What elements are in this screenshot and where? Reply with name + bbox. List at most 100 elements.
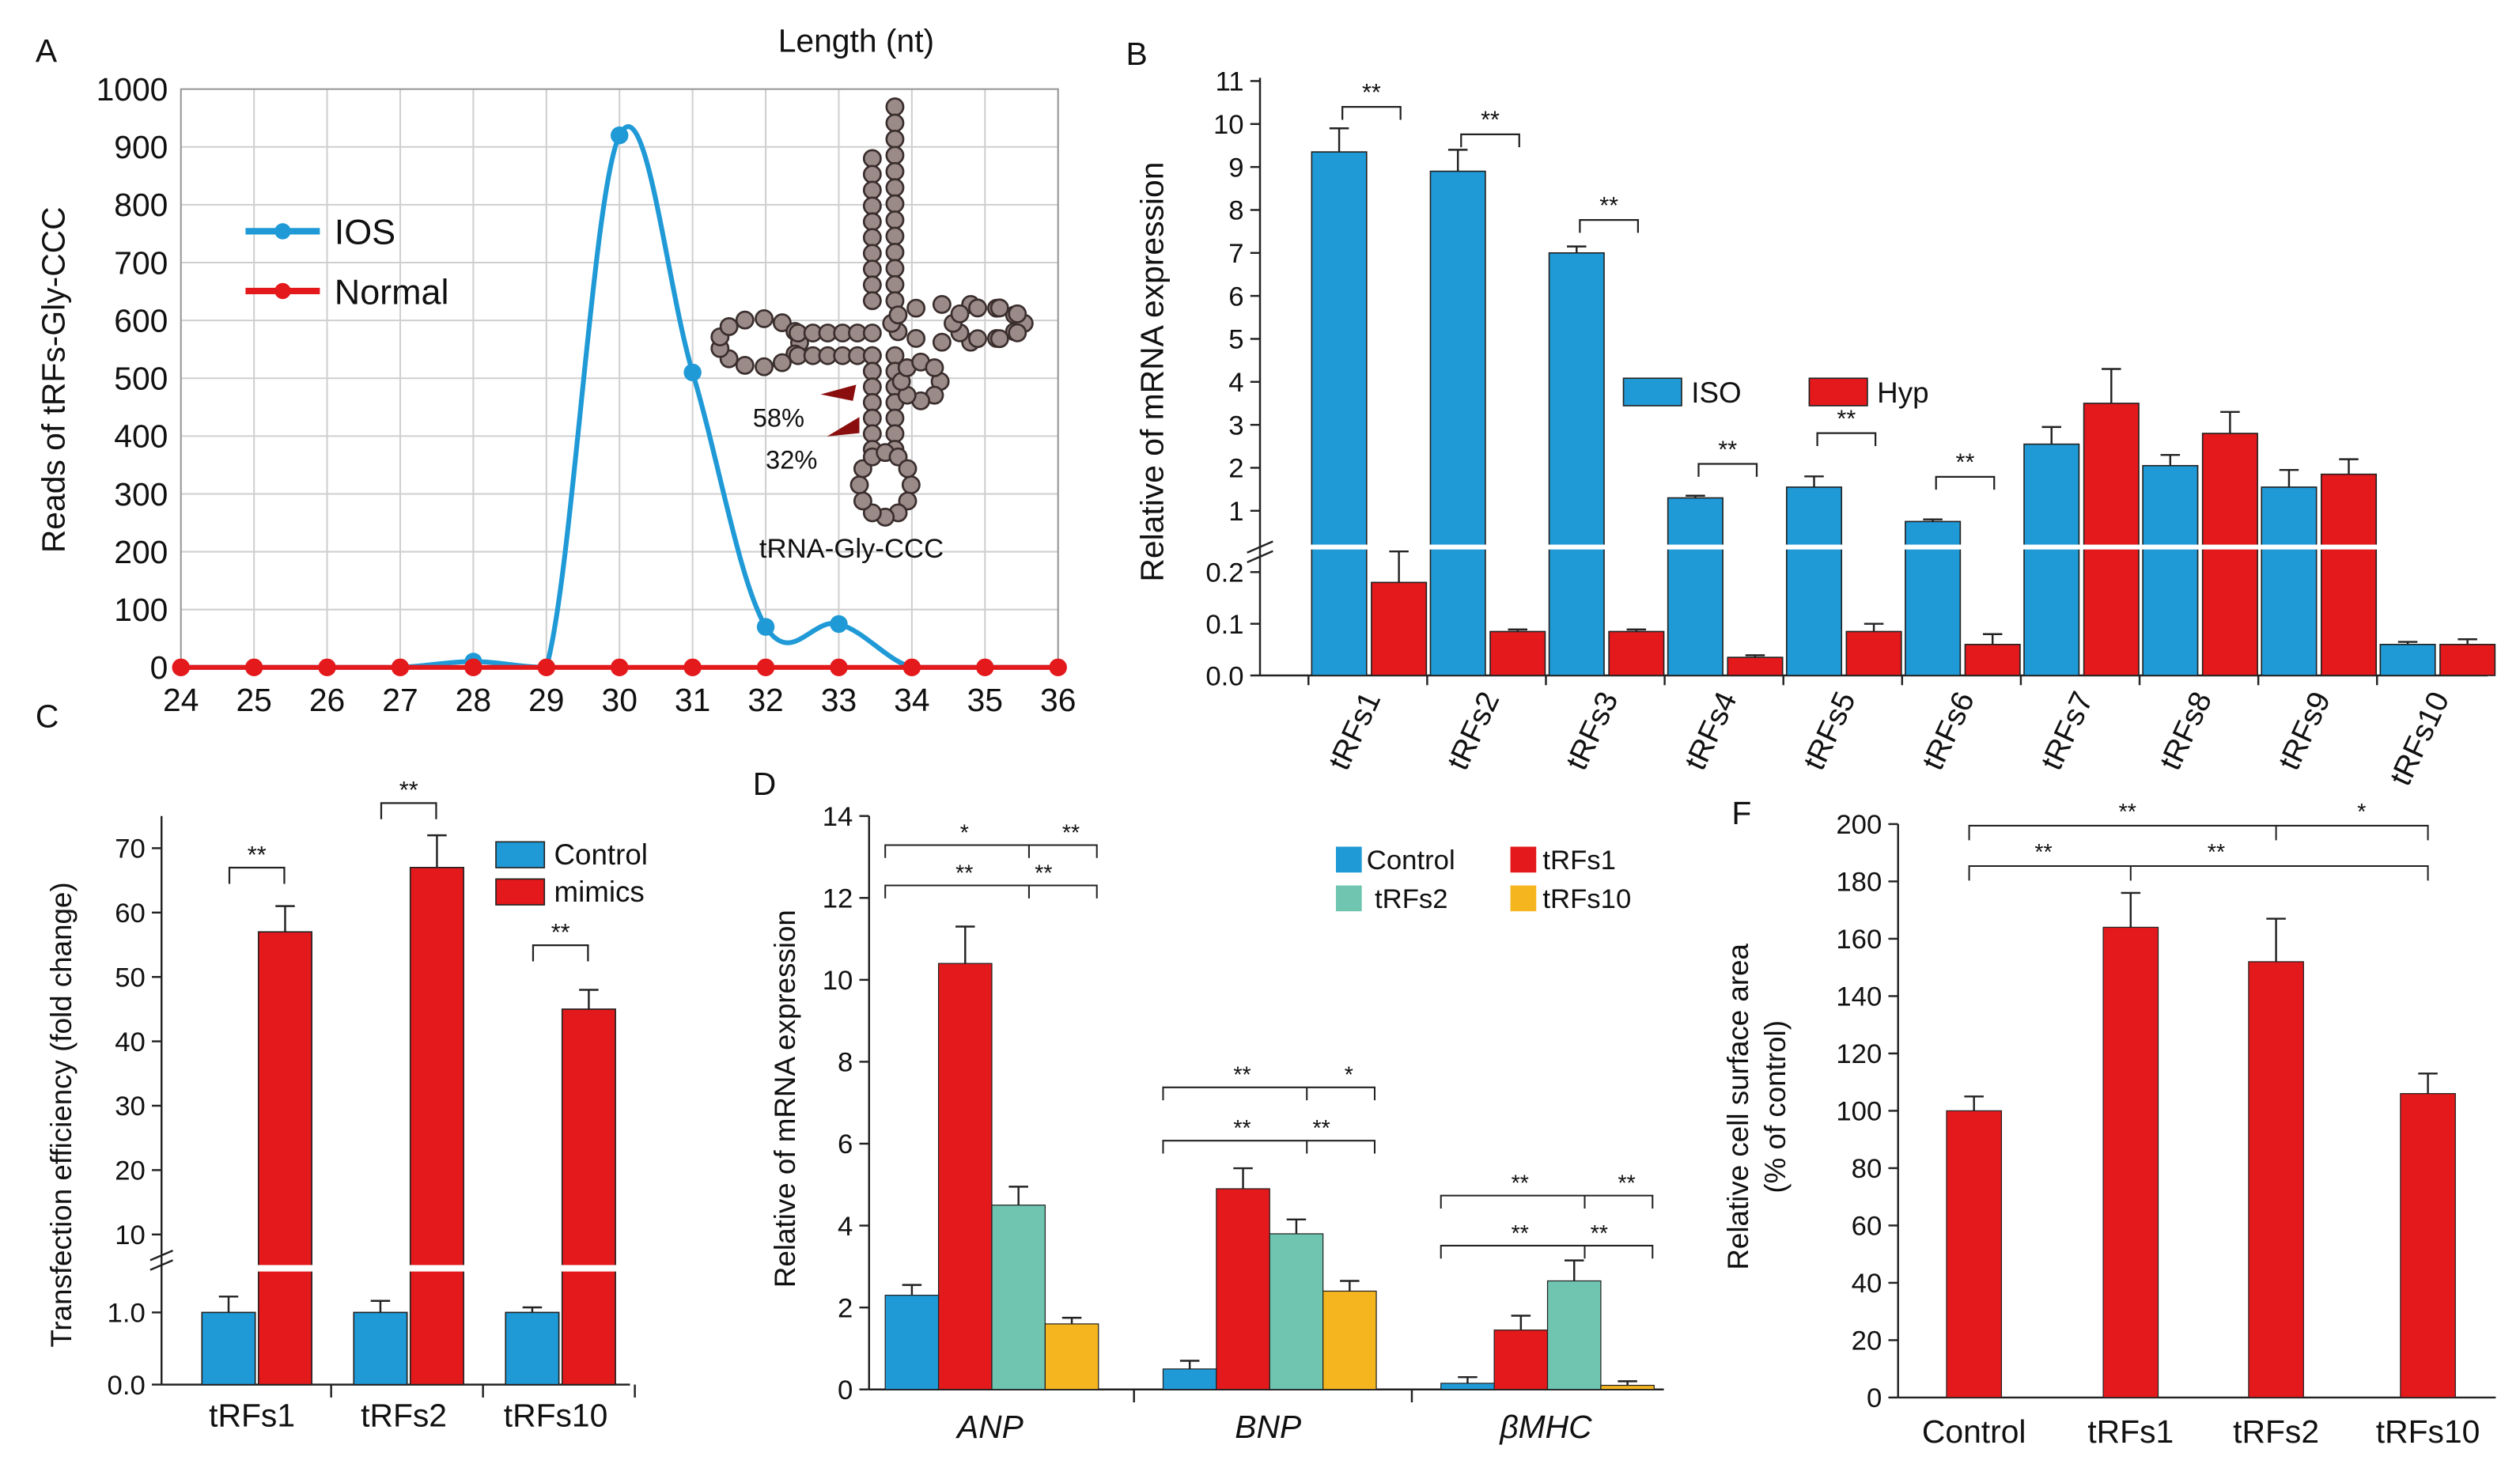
trna-nucleotide <box>1008 304 1027 323</box>
data-point-normal <box>902 658 921 677</box>
panel-a-y-axis-label: Reads of tRFs-Gly-CCC <box>36 206 72 553</box>
significance-label: ** <box>1062 820 1080 845</box>
trna-nucleotide <box>906 298 926 318</box>
bar-trfs2 <box>2248 961 2304 1398</box>
y-tick-label: 1.0 <box>108 1299 146 1329</box>
y-tick-label: 160 <box>1836 925 1882 955</box>
y-tick-label: 600 <box>114 302 168 339</box>
panel-f-bars <box>1946 891 2456 1398</box>
trna-nucleotide <box>885 242 905 262</box>
y-tick-label: 20 <box>115 1156 146 1186</box>
inset-label: tRNA-Gly-CCC <box>759 534 944 564</box>
panel-c-significance: ** ** ** <box>228 777 589 962</box>
y-tick-label: 4 <box>838 1212 853 1242</box>
x-tick-label-anp: ANP <box>955 1409 1024 1445</box>
bar-iso-trfs7 <box>2023 443 2080 676</box>
trna-nucleotide <box>898 459 918 479</box>
y-tick-label: 1000 <box>96 71 168 108</box>
x-tick-label-trfs5: tRFs5 <box>1797 687 1863 775</box>
significance-bracket-upper <box>1162 1086 1376 1101</box>
trna-nucleotide <box>735 356 755 375</box>
axis-break-mark <box>1247 540 1273 564</box>
legend-control-label: Control <box>554 838 648 871</box>
panel-f-y-axis-label-line1: Relative cell surface area <box>1722 943 1754 1269</box>
bar-iso-trfs8 <box>2142 464 2199 676</box>
panel-d-bars <box>884 925 1655 1390</box>
x-tick-label-trfs2: tRFs2 <box>361 1398 447 1434</box>
y-tick-label: 70 <box>115 834 146 864</box>
significance-label: ** <box>1599 192 1618 219</box>
trna-nucleotide <box>932 332 952 352</box>
legend-ios-label: IOS <box>335 212 395 252</box>
legend-ios-marker <box>274 223 291 240</box>
x-tick-label-trfs1: tRFs1 <box>209 1398 295 1434</box>
y-tick-label: 2 <box>838 1293 853 1323</box>
bar-trfs10-bnp <box>1322 1290 1377 1390</box>
bar-hyp-trfs5 <box>1845 630 1902 676</box>
y-tick-label: 10 <box>1213 110 1244 140</box>
significance-bracket <box>1935 475 1996 490</box>
significance-bracket <box>1579 218 1640 233</box>
y-tick-label: 0 <box>838 1375 853 1405</box>
y-tick-label: 7 <box>1228 239 1243 269</box>
trna-nucleotide <box>885 210 905 230</box>
trna-nucleotide <box>853 491 872 511</box>
bar-trfs1-bnp <box>1216 1188 1270 1390</box>
significance-label: ** <box>2208 840 2225 865</box>
panel-a-series-lines <box>172 124 1067 677</box>
y-tick-label: 9 <box>1228 153 1243 183</box>
bar-trfs2-bnp <box>1269 1233 1324 1390</box>
bar-iso-trfs5 <box>1785 486 1843 676</box>
panel-b-letter: B <box>1126 36 1147 72</box>
bar-iso-trfs3 <box>1548 252 1605 676</box>
panel-a-title: Length (nt) <box>778 23 934 59</box>
panel-a-legend: IOS Normal <box>245 212 449 312</box>
bar-hyp-trfs7 <box>2083 403 2140 676</box>
bar-break-gap <box>408 1265 466 1272</box>
trna-nucleotide <box>885 113 905 133</box>
bar-control-trfs10 <box>505 1311 560 1386</box>
x-tick-label: 28 <box>456 682 491 718</box>
y-tick-label: 0 <box>150 649 168 686</box>
panel-a-ticks: 24 25 26 27 28 29 30 31 32 33 34 35 36 0 100 200 300 400 5… <box>96 71 1076 718</box>
legend-hyp-label: Hyp <box>1877 376 1928 409</box>
bar-control-trfs2 <box>353 1311 408 1386</box>
significance-label: ** <box>1481 107 1500 134</box>
trna-nucleotide <box>862 408 882 428</box>
significance-bracket-lower <box>884 884 1098 898</box>
y-tick-label: 14 <box>823 802 853 832</box>
y-tick-label: 900 <box>114 129 168 165</box>
y-tick-label: 2 <box>1228 454 1243 484</box>
legend-iso-swatch <box>1622 377 1682 407</box>
x-tick-label-bmhc: βMHC <box>1499 1409 1592 1445</box>
data-point-normal <box>610 658 629 677</box>
data-point-normal <box>318 658 336 677</box>
y-tick-label: 30 <box>115 1091 146 1122</box>
panel-d-y-axis-label: Relative of mRNA expression <box>769 910 801 1288</box>
inset-annotation-58: 58% <box>753 403 804 433</box>
data-point-normal <box>537 658 556 677</box>
panel-c-y-axis-label: Transfection efficiency (fold change) <box>45 882 78 1347</box>
significance-label: ** <box>1512 1221 1529 1246</box>
bar-trfs2-bmhc <box>1546 1280 1602 1390</box>
bar-control <box>1946 1110 2003 1398</box>
x-tick-label-trfs10: tRFs10 <box>2376 1413 2480 1450</box>
panel-b-y-axis-label: Relative of mRNA expression <box>1133 162 1170 582</box>
panel-c-bar-chart: C Transfection efficiency (fold change) … <box>36 698 648 1433</box>
trna-nucleotide <box>989 298 1009 318</box>
y-tick-label: 5 <box>1228 325 1243 355</box>
trna-nucleotide <box>862 212 882 232</box>
y-tick-label: 11 <box>1216 67 1244 97</box>
trna-nucleotide <box>862 361 882 381</box>
data-point-normal <box>244 658 263 677</box>
y-tick-label: 80 <box>1852 1154 1882 1184</box>
bar-iso-trfs4 <box>1667 497 1724 676</box>
axis-break-mark <box>149 1249 174 1271</box>
trna-nucleotide <box>885 194 905 214</box>
significance-bracket <box>532 944 589 962</box>
bar-control-bmhc <box>1440 1383 1495 1390</box>
x-tick-label-bnp: BNP <box>1235 1409 1301 1445</box>
y-tick-label: 4 <box>1228 368 1243 398</box>
panel-b-legend: ISO Hyp <box>1622 376 1929 409</box>
y-tick-label: 8 <box>1228 196 1243 226</box>
